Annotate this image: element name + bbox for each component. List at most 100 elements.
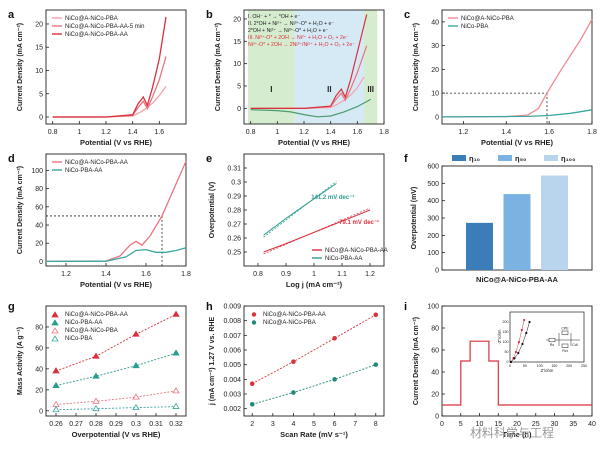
panel-i-circuit-cpe [561,330,569,335]
panel-g-point [92,352,100,359]
panel-g-legend-label: NiCo@A-NiCo-PBA-AA [65,312,128,318]
panel-d-ytick-label: 60 [35,204,43,211]
panel-i-inset-line [510,319,525,363]
panel-e-xtick-label: 1.1 [337,271,347,278]
panel-d-ytick-label: 80 [35,186,43,193]
panel-a-legend-label: NiCo@A-NiCo-PBA-AA [65,32,128,38]
panel-g-point [172,387,180,394]
panel-g-point [172,310,180,317]
panel-e-fit-line [263,181,337,238]
panel-h-ytick-label: 0.009 [223,304,241,311]
panel-c-series-line [441,19,593,118]
panel-e-legend-label: NiCo@A-NiCo-PBA-AA [325,248,388,254]
panel-a-xtick-label: 1.6 [154,129,164,136]
panel-b-xtick-label: 1.2 [299,129,309,136]
panel-h-xtick-label: 5 [312,421,316,428]
panel-i-ylabel: Current Density (mA cm⁻²) [413,317,420,405]
panel-a-ytick-label: 20 [35,21,43,28]
panel-b-region-band [248,10,295,124]
panel-e-xtick-label: 0.9 [281,271,291,278]
panel-h-point [332,335,337,341]
panel-i-xtick-label: 5 [459,421,463,428]
panel-i-series-line [442,340,592,406]
panel-f-legend-label: η₁₀ [469,154,480,163]
panel-g-xtick-label: 0.27 [69,421,83,428]
panel-d-xtick-label: 1.4 [101,271,111,278]
panel-i-inset-xtick-label: 100 [537,364,543,368]
panel-d-ylabel: Current Density (mA cm⁻²) [17,166,24,254]
panel-g-ylabel: Mass Activity (A g⁻¹) [17,327,24,395]
panel-c-axes-frame [441,9,593,125]
panel-f-legend-label: η₁₀₀ [561,154,575,163]
panel-i-circuit-rs [548,337,556,343]
panel-label-b: b [206,9,213,21]
panel-a-series-line [52,56,167,118]
panel-g-point [132,361,140,369]
panel-i-xtick-label: 0 [440,421,444,428]
panel-c-ytick-label: 30 [431,43,439,50]
panel-label-h: h [206,301,213,313]
panel-b-series-line [250,98,371,118]
panel-h-legend-label: NiCo@A-NiCo-PBA-AA [263,312,326,318]
panel-g-point [172,402,180,409]
panel-g-series-line [55,313,177,372]
panel-h-ylabel: j (mA cm⁻²) 1.27 V vs. RHE [209,317,216,407]
panel-c-series-line [441,109,593,118]
panel-b-ylabel: Current Density (mA cm⁻²) [215,23,222,111]
panel-b-region-band [294,10,364,124]
panel-b-ytick-label: 10 [233,61,241,68]
panel-e-ytick-label: 0.3 [231,180,241,187]
panel-h-xtick-label: 4 [291,421,295,428]
panel-g-point [132,403,140,411]
panel-h-point [291,390,296,395]
panel-f-legend-label: η₅₀ [515,154,526,163]
panel-g-point [52,381,60,389]
panel-h-ytick-label: 0.007 [223,333,241,340]
panel-i-inset-xtick-label: 250 [581,364,587,368]
panel-i-circuit-rct [561,343,569,348]
panel-g-xtick-label: 0.31 [149,421,163,428]
panel-h-ytick-label: 0.004 [223,377,241,384]
panel-b-xtick-label: 1 [275,129,279,136]
panel-a-xtick-label: 1.2 [101,129,111,136]
panel-i-inset-line [510,321,530,363]
panel-c-legend-label: NiCo@A-NiCo-PBA [461,16,514,22]
panel-b-xtick-label: 1.4 [326,129,336,136]
panel-h-legend-marker [251,312,257,317]
panel-g-point [52,400,60,407]
panel-h-legend-label: NiCo@A-NiCo-PBA [263,320,316,326]
panel-b-ytick-label: 15 [233,39,241,46]
panel-e-xtick-label: 1.2 [365,271,375,278]
panel-b-region-label: I [270,85,272,94]
panel-i-inset-point [528,320,531,324]
panel-c-ylabel: Current Density (mA cm⁻²) [413,23,420,111]
panel-a-ytick-label: 15 [35,45,43,52]
panel-e-fit-line [263,207,371,255]
panel-g-xlabel: Overpotential (V vs RHE) [72,430,161,439]
panel-d-ytick-label: 0 [39,259,43,266]
panel-d-legend-label: NiCo-PBA-AA [65,168,102,174]
panel-i-xtick-label: 25 [532,421,540,428]
panel-i-inset-ytick-label: 0 [507,360,509,364]
panel-h-legend-marker [251,320,257,325]
panel-a-xtick-label: 0.8 [48,129,58,136]
panel-c-ytick-label: 20 [431,67,439,74]
panel-a-legend-label: NiCo@A-NiCo-PBA [65,16,118,22]
panel-g-series-line [55,390,177,405]
panel-a-ylabel: Current Density (mA cm⁻²) [17,23,24,111]
panel-e-ylabel: Overpotential (V) [209,182,216,238]
panel-i-circuit-label: Rs [550,343,555,347]
panel-e-ytick-label: 0.28 [227,208,241,215]
panel-f-ytick-label: 400 [427,198,439,205]
panel-f-ytick-label: 200 [427,233,439,240]
panel-c-legend-label: NiCo-PBA [461,24,488,30]
panel-h-point [373,362,379,367]
panel-f-ytick-label: 300 [427,216,439,223]
panel-i-inset-ytick-label: 200 [503,320,509,324]
panel-h-ytick-label: 0.002 [223,406,241,413]
panel-c-xtick-label: 1.2 [459,129,469,136]
panel-a-legend-label: NiCo@A-NiCo-PBA-AA-5 min [65,24,144,30]
panel-i-xlabel: Time (h) [502,430,532,439]
panel-h-ytick-label: 0.008 [223,318,241,325]
panel-e-ytick-label: 0.31 [227,166,241,173]
